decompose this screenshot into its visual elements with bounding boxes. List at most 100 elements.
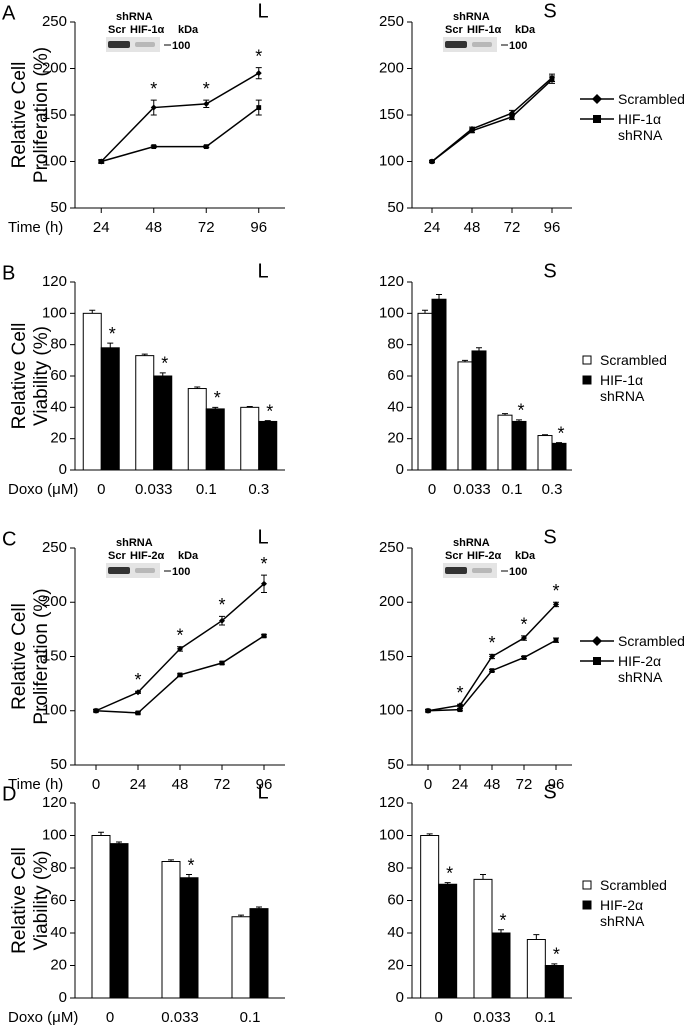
x-tick-label: 24: [93, 219, 110, 236]
x-tick-label: 96: [544, 219, 561, 236]
point-marker: [219, 660, 225, 666]
x-tick-label: 0.033: [135, 481, 173, 498]
significance-marker: *: [255, 46, 262, 66]
y-tick-label: 20: [387, 430, 404, 447]
legend-label: Scrambled: [600, 352, 667, 368]
legend-item: HIF-1α shRNA: [580, 372, 672, 404]
y-tick-label: 50: [50, 199, 67, 216]
x-tick-label: 48: [484, 776, 501, 793]
point-marker: [469, 128, 475, 134]
x-tick-label: 0: [424, 776, 432, 793]
significance-marker: *: [260, 554, 267, 574]
blot-background: [443, 37, 497, 52]
y-tick-label: 50: [387, 199, 404, 216]
point-marker: [429, 159, 435, 164]
chart-title: L: [257, 526, 268, 548]
error-bar: [168, 859, 174, 862]
bar: [187, 388, 207, 471]
error-bar: [436, 294, 442, 300]
legend-marker: [582, 355, 592, 365]
point-marker: [261, 580, 267, 587]
bar: [135, 355, 155, 471]
blot-header: shRNA: [453, 11, 490, 23]
y-tick-label: 40: [387, 398, 404, 415]
error-bar: [186, 874, 192, 878]
blot-lane-label: Scr: [108, 24, 126, 36]
legend-item: Scrambled: [580, 352, 672, 368]
bar: [82, 312, 102, 471]
y-tick-label: 100: [42, 152, 67, 169]
legend-swatch: [582, 375, 592, 385]
bar: [179, 877, 199, 999]
bar: [511, 420, 527, 471]
legend-item: HIF-2α shRNA: [580, 653, 690, 685]
x-tick-label: 72: [214, 776, 231, 793]
point-marker: [255, 70, 262, 77]
y-tick-label: 80: [50, 336, 67, 353]
significance-marker: *: [446, 863, 453, 883]
y-tick-label: 150: [379, 106, 404, 123]
blot-unit: kDa: [515, 550, 536, 562]
x-tick-label: 96: [250, 219, 267, 236]
x-tick-label: 0.3: [248, 481, 269, 498]
error-bar: [476, 347, 482, 351]
point-marker: [489, 668, 495, 674]
error-bar: [89, 309, 96, 314]
y-tick-label: 120: [42, 794, 67, 811]
point-marker: [521, 635, 527, 642]
blot-background: [106, 563, 160, 578]
blot-lane-label: Scr: [445, 550, 463, 562]
blot-lane-label: HIF-2α: [130, 550, 165, 562]
y-tick-label: 120: [42, 273, 67, 290]
y-tick-label: 40: [387, 924, 404, 941]
significance-marker: *: [488, 633, 495, 653]
y-axis-label: Relative Cell: [9, 603, 30, 710]
bar: [153, 375, 173, 471]
error-bar: [212, 406, 219, 409]
significance-marker: *: [456, 683, 463, 703]
blot-lane-label: Scr: [445, 24, 463, 36]
x-axis-label: Doxo (μM): [8, 1009, 78, 1026]
y-tick-label: 20: [50, 430, 67, 447]
legend-swatch: [582, 900, 592, 909]
significance-marker: *: [218, 595, 225, 615]
significance-marker: *: [176, 625, 183, 645]
bar: [420, 835, 440, 999]
significance-marker: *: [161, 354, 168, 374]
y-tick-label: 100: [42, 826, 67, 843]
legend-label: HIF-2α shRNA: [600, 896, 645, 929]
series-line: [431, 79, 553, 163]
bar: [551, 442, 567, 471]
y-tick-label: 80: [50, 859, 67, 876]
error-bar: [462, 359, 468, 362]
legend-label: HIF-1α shRNA: [600, 372, 645, 404]
chart-title: S: [543, 0, 556, 22]
point-marker: [553, 601, 559, 608]
point-marker: [521, 655, 527, 660]
x-tick-label: 24: [130, 776, 147, 793]
x-tick-label: 96: [256, 776, 273, 793]
error-bar: [498, 929, 504, 933]
y-tick-label: 250: [42, 539, 67, 556]
x-tick-label: 0.033: [161, 1009, 199, 1026]
panel-letter: A: [2, 2, 16, 24]
y-tick-label: 250: [379, 539, 404, 556]
legend-item: HIF-2α shRNA: [580, 897, 672, 929]
y-tick-label: 100: [42, 304, 67, 321]
point-marker: [509, 114, 515, 120]
x-tick-label: 24: [424, 219, 441, 236]
y-tick-label: 150: [379, 647, 404, 664]
bar: [526, 939, 546, 999]
bar: [457, 361, 473, 471]
y-tick-label: 0: [59, 461, 67, 478]
legend-label: Scrambled: [600, 876, 667, 893]
y-axis-label: Proliferation (%): [31, 588, 52, 724]
x-tick-label: 0.1: [502, 481, 523, 498]
y-tick-label: 0: [396, 989, 404, 1006]
legend: Scrambled HIF-2α shRNA: [580, 633, 690, 689]
point-marker: [177, 672, 183, 678]
error-bar: [264, 420, 271, 422]
error-bar: [551, 963, 558, 966]
error-bar: [194, 386, 201, 389]
y-tick-label: 200: [379, 59, 404, 76]
